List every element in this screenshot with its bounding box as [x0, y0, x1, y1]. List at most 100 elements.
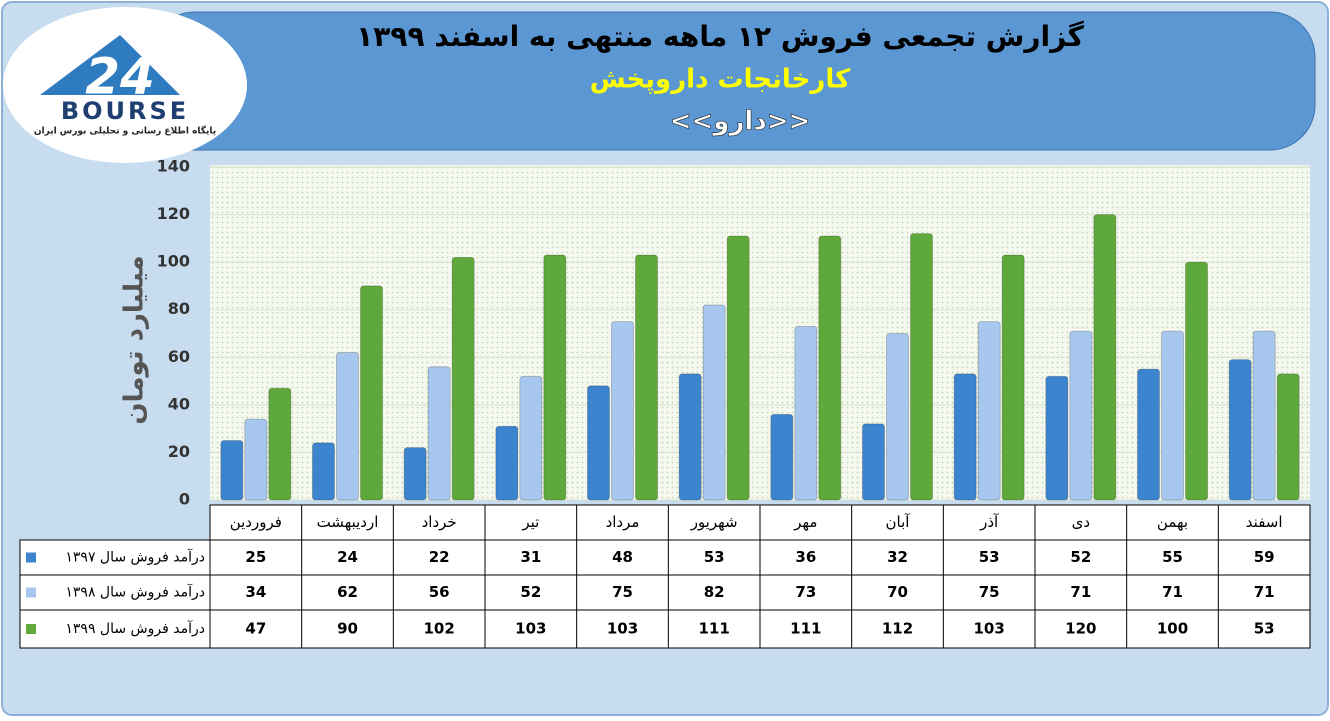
bar	[244, 418, 268, 501]
chart-title: گزارش تجمعی فروش ۱۲ ماهه منتهی به اسفند …	[356, 20, 1084, 53]
bar	[862, 423, 885, 501]
table-value: 48	[612, 548, 633, 566]
table-value: 59	[1254, 548, 1275, 566]
bar	[818, 235, 842, 501]
table-value: 32	[887, 548, 908, 566]
bar	[360, 285, 383, 501]
table-value: 55	[1162, 548, 1183, 566]
plot-area	[210, 165, 1310, 500]
logo-mark: 24	[85, 48, 155, 106]
legend-swatch	[26, 624, 36, 634]
x-tick-label: آبان	[886, 513, 911, 531]
chart-subtitle: کارخانجات داروپخش	[590, 65, 851, 95]
table-value: 82	[704, 583, 725, 601]
y-tick-label: 140	[157, 157, 190, 176]
legend-label: درآمد فروش سال ۱۳۹۸	[65, 584, 205, 601]
bar	[220, 440, 244, 501]
table-bg	[19, 539, 1311, 649]
table-value: 52	[1070, 548, 1091, 566]
bar	[977, 321, 1001, 501]
table-value: 24	[337, 548, 358, 566]
table-value: 62	[337, 583, 358, 601]
bar	[1252, 330, 1276, 501]
table-value: 75	[979, 583, 1000, 601]
table-value: 22	[429, 548, 450, 566]
bar	[1045, 375, 1069, 501]
bar	[1069, 330, 1093, 501]
bar	[519, 375, 543, 501]
bar	[678, 373, 702, 501]
legend-label: درآمد فروش سال ۱۳۹۷	[65, 549, 205, 566]
table-value: 71	[1070, 583, 1091, 601]
bar	[427, 366, 451, 501]
bar	[587, 385, 610, 501]
y-tick-label: 120	[157, 204, 190, 223]
bar	[336, 352, 359, 501]
x-tick-label: اسفند	[1246, 513, 1283, 531]
table-value: 111	[790, 620, 821, 638]
bar	[953, 373, 977, 501]
legend-label: درآمد فروش سال ۱۳۹۹	[65, 620, 205, 637]
x-tick-label: آذر	[979, 513, 999, 531]
y-tick-label: 100	[157, 252, 190, 271]
y-tick-label: 40	[168, 394, 190, 413]
y-axis-label: میلیارد تومان	[120, 255, 150, 424]
bar	[702, 304, 726, 501]
x-tick-label: خرداد	[422, 513, 457, 531]
table-value: 56	[429, 583, 450, 601]
x-tick-label: فروردین	[230, 513, 282, 531]
bar	[770, 413, 794, 501]
logo-name: BOURSE	[61, 97, 189, 125]
table-value: 25	[245, 548, 266, 566]
bar	[1001, 254, 1025, 501]
table-value: 53	[704, 548, 725, 566]
table-value: 75	[612, 583, 633, 601]
table-value: 102	[424, 620, 455, 638]
bar	[1161, 330, 1184, 501]
bar	[910, 233, 933, 501]
bar	[403, 447, 427, 501]
y-tick-label: 80	[168, 299, 190, 318]
table-value: 120	[1065, 620, 1096, 638]
bar	[268, 387, 292, 501]
bar	[543, 254, 567, 501]
y-tick-label: 20	[168, 442, 190, 461]
bar	[1093, 214, 1117, 501]
annotation: <<دارو>>	[670, 107, 811, 137]
logo-tagline: پایگاه اطلاع رسانی و تحلیلی بورس ایران	[34, 125, 216, 137]
bar	[312, 442, 335, 501]
y-tick-label: 60	[168, 347, 190, 366]
bar	[635, 254, 658, 501]
x-tick-label: مهر	[793, 513, 817, 531]
table-value: 71	[1254, 583, 1275, 601]
x-tick-label: اردیبهشت	[317, 513, 379, 531]
table-value: 31	[520, 548, 541, 566]
table-value: 53	[979, 548, 1000, 566]
table-value: 103	[607, 620, 638, 638]
table-value: 52	[520, 583, 541, 601]
legend-swatch	[26, 587, 36, 598]
table-value: 112	[882, 620, 913, 638]
x-tick-label: بهمن	[1157, 513, 1188, 531]
table-value: 103	[974, 620, 1005, 638]
logo-shape	[40, 35, 180, 95]
bar	[1276, 373, 1300, 501]
bar	[886, 333, 909, 501]
bar	[1185, 261, 1208, 501]
table-value: 100	[1157, 620, 1188, 638]
legend-swatch	[26, 552, 36, 563]
bar	[1137, 368, 1160, 501]
x-tick-label: شهریور	[690, 513, 738, 531]
table-value: 71	[1162, 583, 1183, 601]
table-value: 103	[515, 620, 546, 638]
bar	[794, 325, 818, 501]
table-value: 90	[337, 620, 358, 638]
table-value: 70	[887, 583, 908, 601]
table-value: 47	[245, 620, 266, 638]
table-value: 111	[699, 620, 730, 638]
y-tick-label: 0	[179, 490, 190, 509]
bar	[495, 425, 519, 501]
table-value: 73	[795, 583, 816, 601]
table-value: 36	[795, 548, 816, 566]
